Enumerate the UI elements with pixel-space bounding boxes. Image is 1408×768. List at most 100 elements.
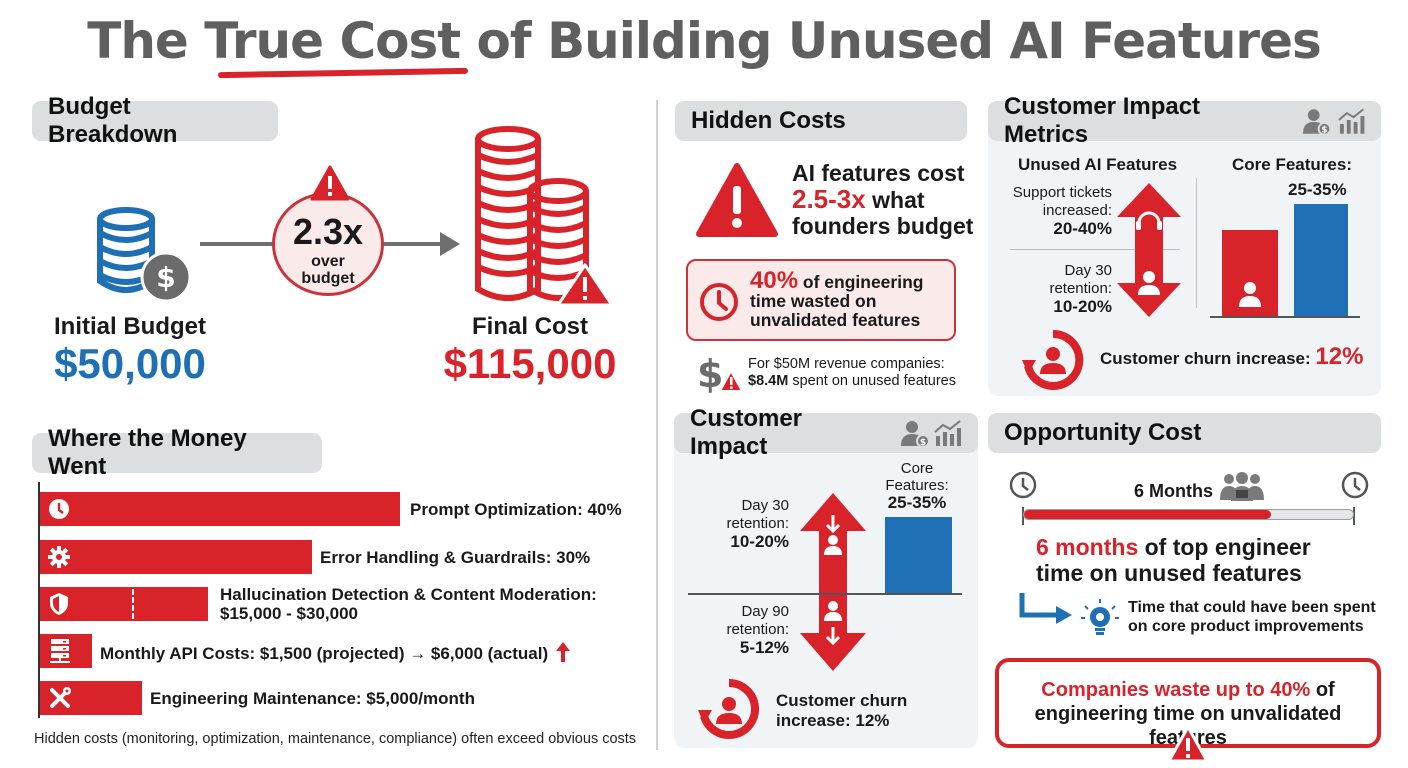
bar-error-handling bbox=[40, 540, 312, 574]
svg-text:$: $ bbox=[697, 353, 723, 393]
engineering-time-line1: of engineering bbox=[798, 272, 924, 292]
api-costs-label: Monthly API Costs: $1,500 (projected) → … bbox=[100, 644, 549, 663]
support-line2: increased: bbox=[1042, 202, 1112, 219]
hidden-costs-heading: Hidden Costs bbox=[675, 101, 967, 141]
column-divider bbox=[656, 100, 658, 750]
churn-cycle-icon bbox=[696, 678, 762, 740]
hallucination-label-line1: Hallucination Detection & Content Modera… bbox=[220, 585, 597, 604]
unused-ai-features-heading: Unused AI Features bbox=[1018, 155, 1178, 174]
customer-churn-text: Customer churn increase: 12% bbox=[776, 691, 907, 731]
dollar-warning-icon: $ bbox=[697, 352, 744, 396]
timeline-progress-bar bbox=[1023, 509, 1354, 520]
timeline-label: 6 Months bbox=[1134, 481, 1213, 501]
warning-icon bbox=[310, 165, 350, 201]
redirect-text: Time that could have been spent on core … bbox=[1128, 598, 1376, 636]
bar-hallucination-detection bbox=[40, 587, 208, 621]
bar-label-monthly-api: Monthly API Costs: $1,500 (projected) → … bbox=[100, 642, 570, 664]
bar-label-error-handling: Error Handling & Guardrails: 30% bbox=[320, 548, 591, 567]
shield-icon bbox=[50, 593, 68, 615]
bar-label-engineering-maintenance: Engineering Maintenance: $5,000/month bbox=[150, 689, 475, 708]
customer-impact-title: Customer Impact bbox=[690, 405, 803, 460]
user-dollar-icon: $ bbox=[1303, 109, 1332, 135]
chart-baseline bbox=[1210, 316, 1360, 318]
day90-retention: Day 90 retention: 5-12% bbox=[676, 603, 789, 658]
engineering-time-line2: time wasted on bbox=[750, 291, 877, 311]
final-cost-label: Final Cost bbox=[471, 313, 588, 340]
arrow-up-icon bbox=[555, 642, 570, 662]
over-budget-badge: 2.3x over budget bbox=[272, 192, 384, 296]
churn-label: Customer churn increase: bbox=[1100, 349, 1316, 368]
hidden-costs-line2: what bbox=[865, 187, 925, 213]
user-dollar-icon: $ bbox=[901, 421, 931, 447]
arrow-head-icon bbox=[440, 232, 460, 256]
bar-range-marker bbox=[132, 589, 134, 619]
unused-bar bbox=[1222, 230, 1278, 316]
opportunity-main-text: 6 months of top engineer time on unused … bbox=[1036, 534, 1311, 586]
arrow-line-right bbox=[382, 242, 444, 246]
retention-line2: retention: bbox=[1049, 280, 1112, 297]
clock-end-icon bbox=[1341, 471, 1369, 499]
hidden-costs-line1: AI features cost bbox=[792, 160, 965, 186]
support-line1: Support tickets bbox=[1012, 184, 1112, 201]
customer-impact-metrics-heading: Customer Impact Metrics $ bbox=[988, 93, 1381, 148]
initial-budget-label: Initial Budget bbox=[54, 313, 206, 340]
revenue-note-amount: $8.4M bbox=[748, 373, 789, 389]
clock-icon-outline bbox=[700, 283, 738, 321]
day30-retention-metric: Day 30 retention: 10-20% bbox=[998, 262, 1112, 317]
retention-baseline bbox=[688, 593, 962, 595]
engineering-time-percent: 40% bbox=[750, 267, 799, 294]
bar-label-hallucination: Hallucination Detection & Content Modera… bbox=[220, 585, 597, 623]
hidden-costs-multiplier: 2.5-3x bbox=[792, 184, 866, 214]
redirect-line2: on core product improvements bbox=[1128, 618, 1364, 635]
core-features-value: 25-35% bbox=[1288, 180, 1347, 199]
day30-line2: retention: bbox=[726, 515, 789, 532]
day30-line1: Day 30 bbox=[741, 497, 789, 514]
team-icon bbox=[1220, 472, 1264, 501]
tools-icon bbox=[50, 687, 71, 708]
customer-impact-heading: Customer Impact $ bbox=[674, 405, 978, 460]
redirect-line1: Time that could have been spent bbox=[1128, 599, 1376, 616]
day90-line2: retention: bbox=[726, 621, 789, 638]
opportunity-cost-heading: Opportunity Cost bbox=[988, 413, 1381, 453]
bar-monthly-api-costs bbox=[40, 634, 92, 668]
customer-impact-metrics-title: Customer Impact Metrics bbox=[1004, 93, 1201, 148]
redirect-arrow-icon bbox=[1019, 593, 1072, 624]
support-tickets-metric: Support tickets increased: 20-40% bbox=[998, 184, 1112, 239]
warning-icon-large bbox=[695, 162, 779, 238]
core-bar bbox=[1294, 204, 1348, 316]
svg-text:$: $ bbox=[920, 438, 926, 447]
initial-budget-value: $50,000 bbox=[54, 340, 206, 387]
churn-value: 12% bbox=[1315, 343, 1364, 370]
timeline-end-tick bbox=[1353, 507, 1355, 525]
bar-label-prompt-optimization: Prompt Optimization: 40% bbox=[410, 500, 622, 519]
coin-stack-dollar-icon: $ bbox=[94, 205, 204, 305]
double-arrow-icon bbox=[1117, 183, 1181, 317]
lightbulb-gear-icon bbox=[1081, 599, 1119, 635]
churn-line1: Customer churn bbox=[776, 691, 908, 710]
multiplier-line2: budget bbox=[301, 270, 355, 287]
hidden-costs-line3: founders budget bbox=[792, 213, 974, 239]
core-features-bar bbox=[885, 517, 952, 593]
hallucination-label-line2: $15,000 - $30,000 bbox=[220, 604, 359, 623]
retention-value: 10-20% bbox=[1053, 297, 1112, 316]
day30-value: 10-20% bbox=[730, 532, 789, 551]
core-line1: Core bbox=[900, 460, 934, 477]
revenue-note: For $50M revenue companies: $8.4M spent … bbox=[748, 356, 956, 390]
where-money-went-heading: Where the Money Went bbox=[32, 425, 322, 480]
clock-start-icon bbox=[1009, 471, 1037, 499]
server-icon bbox=[50, 639, 70, 663]
bar-prompt-optimization bbox=[40, 492, 400, 526]
svg-text:$: $ bbox=[156, 261, 175, 294]
opportunity-line2: time on unused features bbox=[1036, 560, 1302, 586]
churn-cycle-icon bbox=[1020, 329, 1086, 390]
gear-icon bbox=[48, 546, 70, 568]
timeline-progress-fill bbox=[1024, 510, 1271, 519]
warning-icon bbox=[1167, 725, 1209, 763]
bar-axis bbox=[38, 482, 40, 718]
hidden-costs-main-text: AI features cost 2.5-3x what founders bu… bbox=[792, 160, 973, 239]
arrow-line-left bbox=[200, 242, 274, 246]
clock-icon bbox=[49, 499, 69, 519]
callout-highlight: Companies waste up to 40% bbox=[1041, 679, 1311, 701]
metric-column-divider bbox=[1196, 178, 1197, 308]
churn-line2: increase: 12% bbox=[776, 711, 890, 730]
